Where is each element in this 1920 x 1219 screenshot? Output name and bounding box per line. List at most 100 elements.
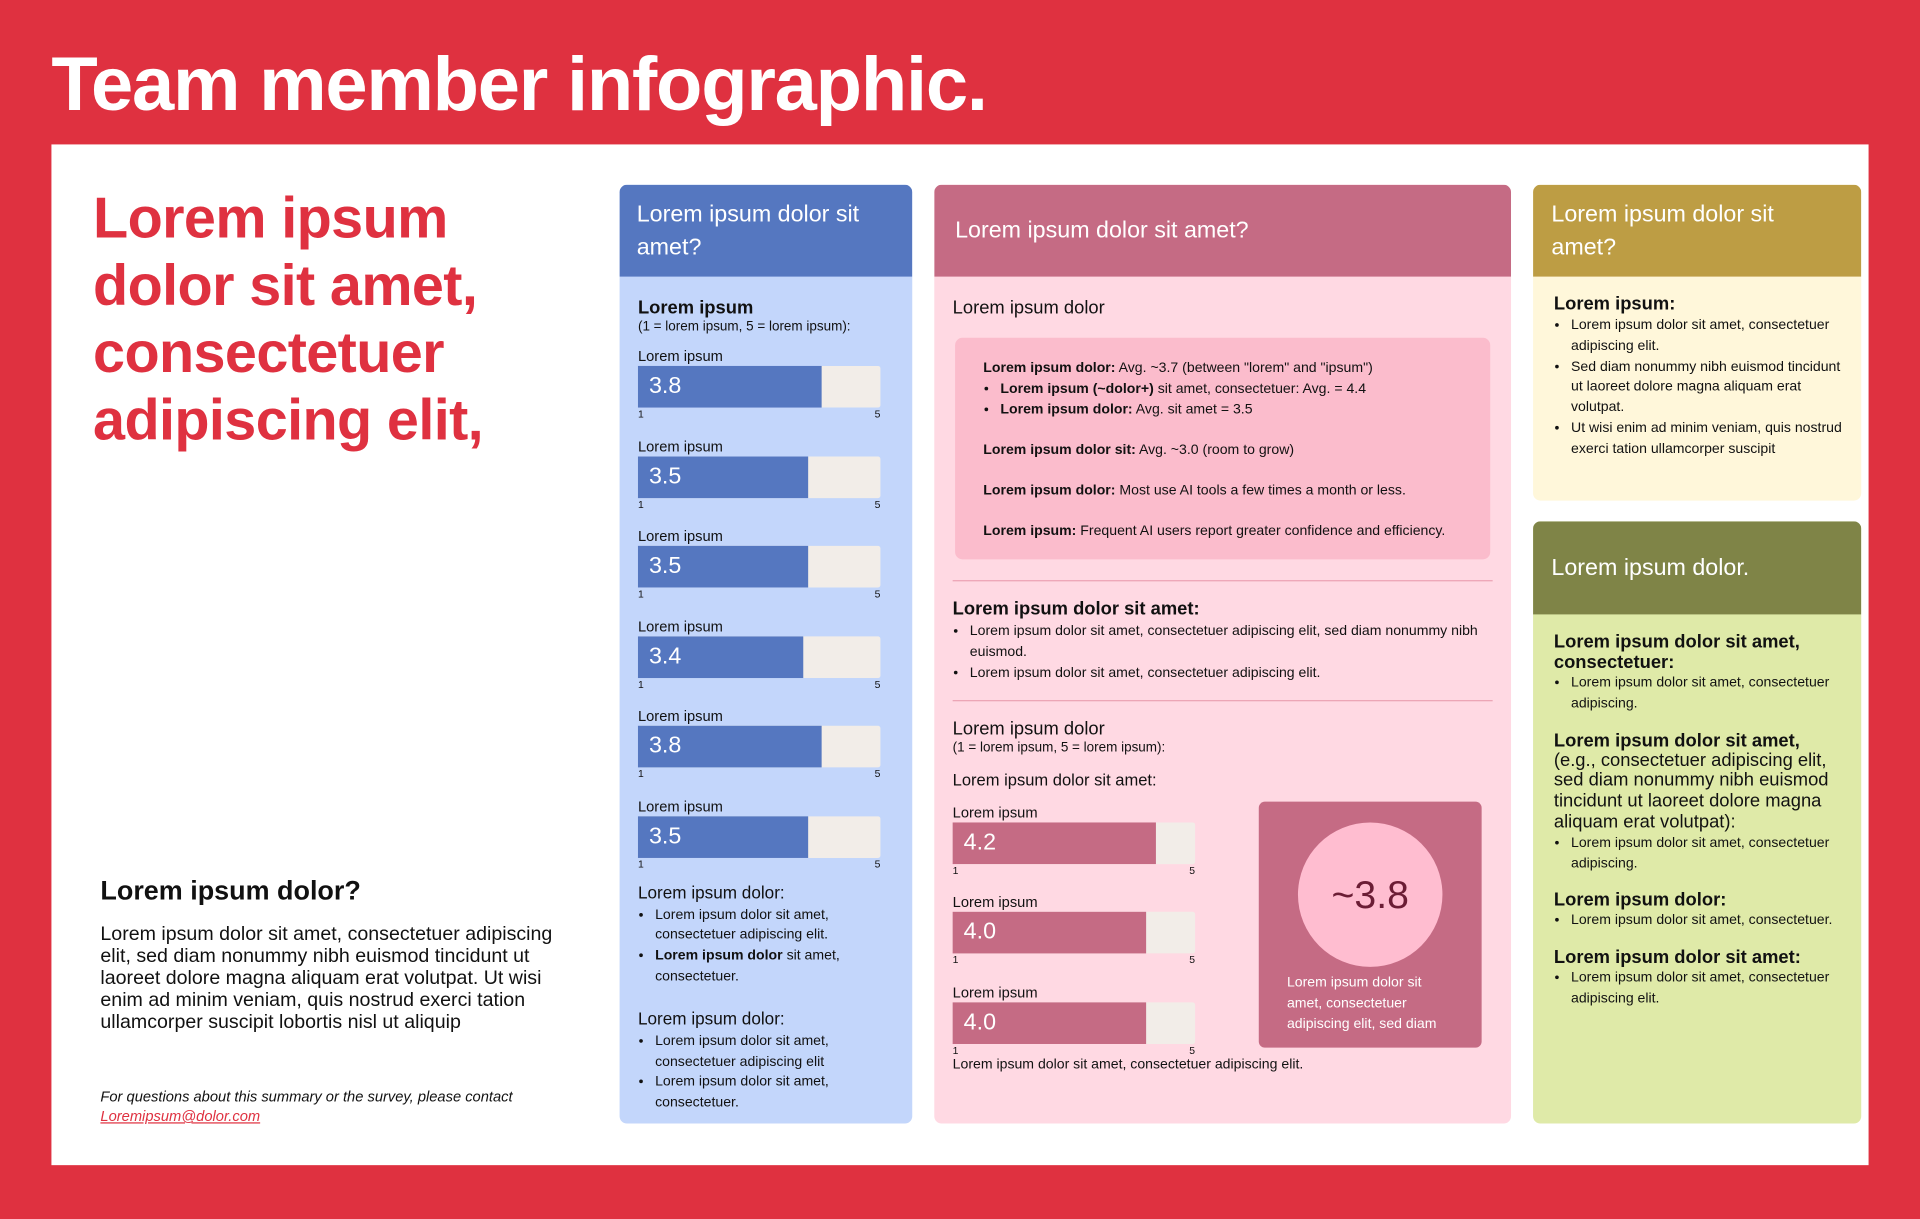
bullet-list: Lorem ipsum dolor sit amet, consectetuer… [1554,673,1843,714]
bar-label: Lorem ipsum [637,617,723,635]
blue-card: Lorem ipsum dolor sit amet? Lorem ipsum (1… [619,184,913,1124]
bar-row: Lorem ipsum 3.5 1 5 [637,527,895,618]
green-card: Lorem ipsum dolor. Lorem ipsum dolor sit … [1533,521,1862,1124]
text: Lorem ipsum dolor sit amet, consectetuer… [1571,675,1830,711]
card-body: Lorem ipsum dolor sit amet, consectetuer… [1533,614,1861,1009]
text: Lorem ipsum dolor sit amet, consectetuer… [655,1075,829,1111]
section-heading: Lorem ipsum dolor sit amet: [952,598,1200,620]
summary-line: Lorem ipsum dolor: Most use AI tools a f… [983,481,1462,502]
bar-label: Lorem ipsum [637,437,723,455]
section: Lorem ipsum dolor: Lorem ipsum dolor sit … [638,881,895,988]
text: Lorem ipsum dolor sit amet, consectetuer… [969,665,1321,681]
bullet-list: Lorem ipsum dolor sit amet, consectetuer… [1554,911,1843,932]
summary-box: Lorem ipsum dolor: Avg. ~3.7 (between "l… [955,337,1491,560]
subheading: Lorem ipsum dolor? [100,875,361,906]
bullet: Lorem ipsum dolor sit amet, consectetuer… [1571,316,1843,357]
bar [637,546,808,588]
section: Lorem ipsum dolor:Lorem ipsum dolor sit … [1554,890,1843,931]
bar-label: Lorem ipsum [952,983,1038,1001]
text: Lorem ipsum dolor sit amet, consectetuer… [655,1033,829,1070]
contact: For questions about this summary or the … [100,1087,590,1126]
body-text: Lorem ipsum dolor sit amet, consectetuer… [100,924,553,1033]
email-link[interactable]: Loremipsum@dolor.com [100,1107,261,1125]
bar-value: 4.2 [963,829,997,856]
section-heading: Lorem ipsum dolor sit amet, consectetuer… [1553,631,1800,674]
scale-max: 5 [874,767,881,781]
scale-min: 1 [637,497,644,510]
text: Avg. sit amet = 3.5 [1135,402,1253,417]
bar-value: 3.8 [648,373,682,399]
divider [952,580,1493,582]
bar-track: 3.5 [637,456,881,498]
bold-label: Lorem ipsum (~dolor+) [1000,381,1154,397]
bar [637,365,823,408]
section-heading: Lorem ipsum dolor [952,718,1105,739]
bar-track: 3.8 [637,726,881,768]
bar-row: Lorem ipsum 3.5 1 5 [637,437,895,528]
bullet: Lorem ipsum dolor: Avg. sit amet = 3.5 [1000,400,1462,421]
scale-min: 1 [952,953,959,966]
text: Lorem ipsum dolor sit amet, consectetuer… [1571,913,1833,929]
bar-track: 3.5 [637,816,881,858]
section: Lorem ipsum dolor:Lorem ipsum dolor sit … [638,1007,895,1114]
score-box: ~3.8 Lorem ipsum dolor sit amet, consecte… [1258,801,1482,1048]
bullet: Sed diam nonummy nibh euismod tincidunt … [1571,357,1843,419]
bullet: Lorem ipsum (~dolor+) sit amet, consecte… [1000,379,1462,400]
headline: Lorem ipsum dolor sit amet, consectetuer… [93,184,484,452]
bar-label: Lorem ipsum [637,347,723,365]
bar-row: Lorem ipsum 4.2 1 5 [952,804,1259,894]
heading: Lorem ipsum [637,297,754,319]
bar [952,1002,1147,1044]
bullet-list: Lorem ipsum dolor sit amet, consectetuer… [1554,968,1843,1009]
scale-min: 1 [637,677,644,691]
bar [637,636,803,678]
section: Lorem ipsum dolor sit amet, consectetuer… [1554,632,1843,715]
bold-label: Lorem ipsum dolor sit: [983,442,1136,458]
page-title: Team member infographic. [51,42,988,128]
bold-label: Lorem ipsum dolor: [983,483,1116,499]
contact-text: For questions about this summary or the … [100,1088,513,1106]
bar-track: 4.0 [952,1002,1196,1044]
bullet: Lorem ipsum dolor sit amet, consectetuer… [1571,968,1843,1009]
bar-label: Lorem ipsum [637,527,723,545]
scale-min: 1 [952,863,959,876]
scale-max: 5 [874,857,881,871]
bar-value: 3.8 [648,733,682,760]
scale-min: 1 [952,1043,959,1057]
scale-max: 5 [874,497,881,510]
card-body: Lorem ipsum (1 = lorem ipsum, 5 = lorem i… [620,277,913,1114]
section-note: (e.g., consectetuer adipiscing elit, sed… [1553,749,1829,833]
bullet: Lorem ipsum dolor sit amet, consectetuer… [655,1031,895,1072]
bullet-list: Lorem ipsum dolor sit amet, consectetuer… [1554,833,1843,874]
text: sit amet, consectetuer. [655,948,840,984]
bullet-list: Lorem ipsum dolor sit amet, consectetuer… [953,622,1493,684]
section-heading: Lorem ipsum dolor sit amet: [1553,947,1801,969]
bold-label: Lorem ipsum dolor [655,948,783,964]
bar-group: Lorem ipsum 3.8 1 5 Lorem ipsum 3.5 1 5 Lorem ip… [637,347,895,888]
pink-card: Lorem ipsum dolor sit amet? Lorem ipsum d… [934,184,1512,1124]
scale-note: (1 = lorem ipsum, 5 = lorem ipsum): [952,740,1166,755]
scale-min: 1 [637,587,644,600]
text: Lorem ipsum dolor sit amet, consectetuer… [1571,970,1830,1007]
bullet: Lorem ipsum dolor sit amet, consectetuer… [970,622,1493,663]
section-heading: Lorem ipsum dolor: [637,881,785,902]
bullet: Lorem ipsum dolor sit amet, consectetuer… [655,946,895,987]
subheading: Lorem ipsum dolor sit amet: [952,770,1157,790]
bar-row: Lorem ipsum 4.0 1 5 [952,983,1259,1074]
ratings: Lorem ipsum 4.2 1 5 Lorem ipsum 4.0 1 5 Lorem ip… [952,801,1493,1074]
text: Lorem ipsum dolor sit amet, consectetuer… [1571,835,1830,871]
bullet: Lorem ipsum dolor sit amet, consectetuer… [1571,673,1843,714]
bullet: Lorem ipsum dolor sit amet, consectetuer… [655,905,895,946]
section: Lorem ipsum dolor sit amet, (e.g., consec… [1554,730,1843,874]
bullet-list: Lorem ipsum dolor sit amet, consectetuer… [638,905,895,987]
scale-max: 5 [1189,1043,1196,1057]
bar-value: 3.4 [648,643,682,670]
gold-card: Lorem ipsum dolor sit amet?Lorem ipsum:L… [1533,184,1862,501]
bar-label: Lorem ipsum [952,893,1038,911]
